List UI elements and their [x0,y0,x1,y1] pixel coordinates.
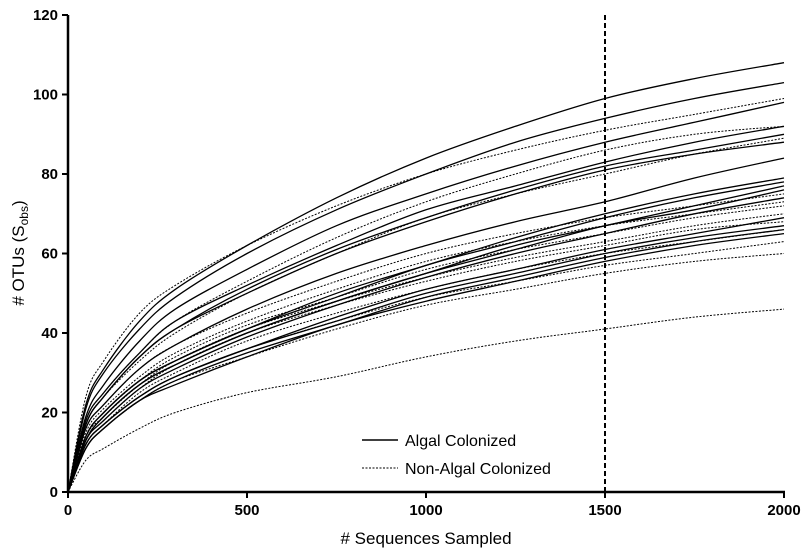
y-axis-title: # OTUs (Sobs) [9,200,31,305]
non-algal-curve-21 [67,201,785,493]
y-tick-label: 80 [41,166,58,183]
y-axis-title-main: # OTUs (S [9,225,28,305]
algal-curve-3 [67,101,785,493]
y-tick-label: 60 [41,246,58,263]
series-layer [67,62,785,493]
y-tick-label: 100 [33,87,58,104]
non-algal-curve-23 [67,213,785,493]
x-tick-label: 2000 [767,502,800,519]
x-tick-label: 500 [234,502,259,519]
axes: 0 20 40 60 80 100 120 0 500 1000 1500 2000 [33,7,801,519]
x-tick-label: 0 [64,502,72,519]
x-axis-title: # Sequences Sampled [340,529,511,548]
y-axis-title-subscript: obs [17,206,31,225]
non-algal-curve-24 [67,221,785,493]
non-algal-curve-22 [67,205,785,493]
algal-curve-13 [67,217,785,493]
algal-curve-16 [67,232,785,493]
non-algal-curve-27 [67,253,785,493]
x-tick-label: 1000 [409,502,442,519]
non-algal-curve-18 [67,125,785,493]
non-algal-curve-19 [67,137,785,493]
x-tick-label: 1500 [588,502,621,519]
non-algal-curve-26 [67,241,785,493]
legend-label-non-algal: Non-Algal Colonized [405,461,551,478]
algal-curve-2 [67,81,785,493]
non-algal-curve-20 [67,193,785,493]
y-tick-label: 20 [41,405,58,422]
non-algal-curve-28 [67,308,785,493]
non-algal-curve-17 [67,98,785,493]
y-axis-title-close: ) [9,200,28,206]
algal-curve-4 [67,125,785,493]
legend-label-algal: Algal Colonized [405,433,516,450]
y-tick-label: 120 [33,7,58,24]
algal-curve-1 [67,62,785,493]
y-tick-label: 0 [50,484,58,501]
legend: Algal Colonized Non-Algal Colonized [362,433,551,478]
y-tick-label: 40 [41,325,58,342]
